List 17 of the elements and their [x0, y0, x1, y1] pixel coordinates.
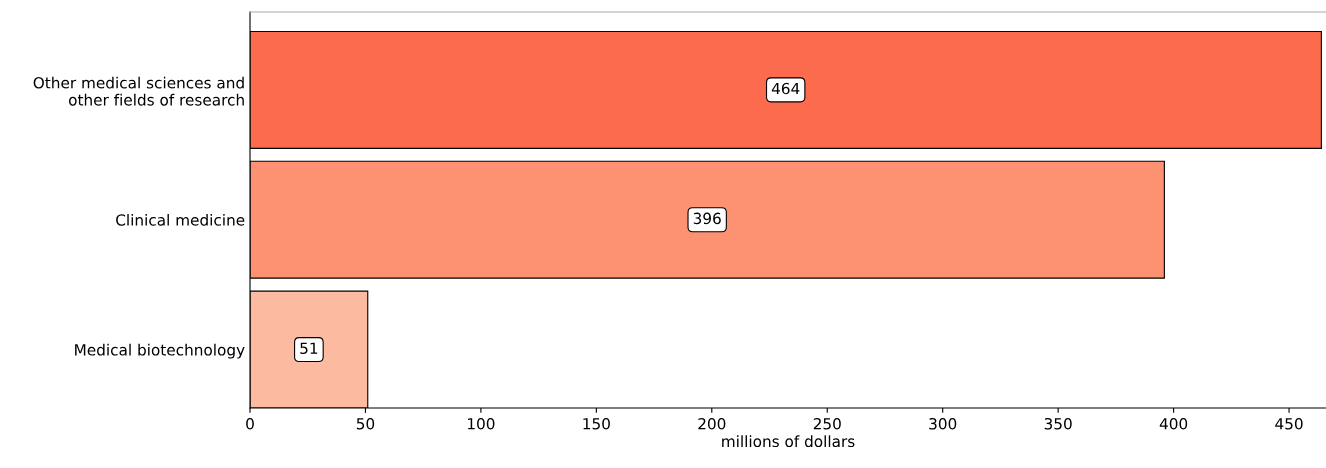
x-axis-title: millions of dollars — [722, 435, 855, 448]
data-label: 464 — [771, 82, 800, 95]
x-tick-label: 400 — [1159, 417, 1188, 430]
x-tick-label: 100 — [468, 417, 495, 430]
y-tick-label: Clinical medicine — [116, 213, 245, 226]
x-tick-label: 0 — [246, 417, 254, 430]
y-tick-label: Other medical sciences and other fields of research — [33, 76, 244, 106]
data-label: 396 — [693, 212, 721, 225]
x-tick-label: 200 — [698, 417, 726, 430]
y-tick-label: Medical biotechnology — [75, 343, 245, 359]
x-tick-label: 250 — [813, 417, 841, 430]
x-tick-label: 450 — [1275, 417, 1303, 430]
x-tick-label: 50 — [356, 417, 375, 430]
x-tick-label: 300 — [929, 417, 957, 430]
x-tick-label: 150 — [583, 417, 610, 430]
x-tick-label: 350 — [1044, 417, 1072, 430]
data-label: 51 — [300, 342, 318, 355]
